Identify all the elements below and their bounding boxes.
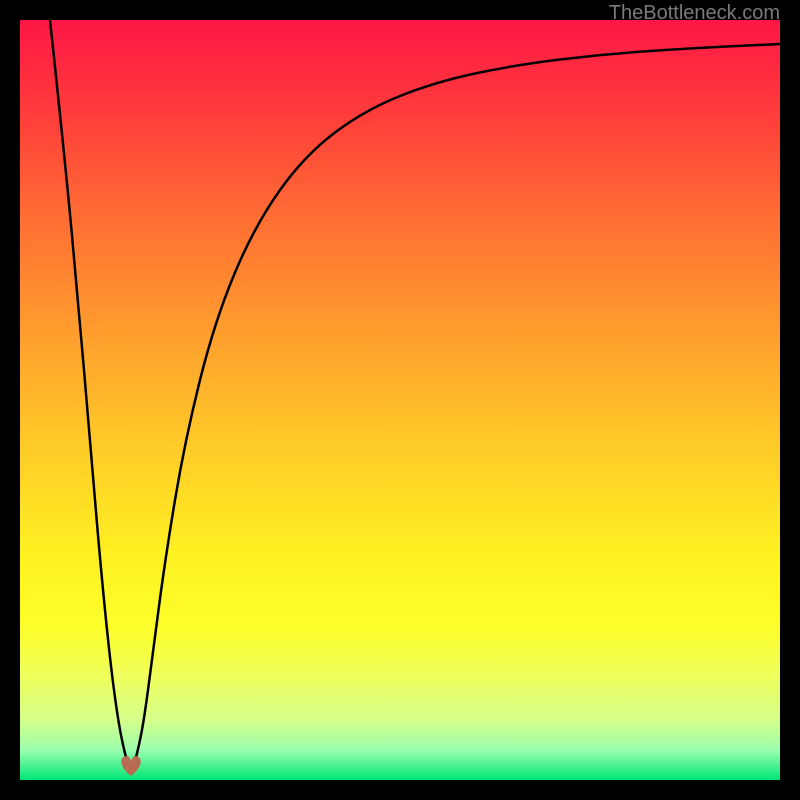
plot-area xyxy=(20,20,780,780)
gradient-background xyxy=(20,20,780,780)
gradient-curve-chart xyxy=(20,20,780,780)
chart-container: TheBottleneck.com xyxy=(0,0,800,800)
